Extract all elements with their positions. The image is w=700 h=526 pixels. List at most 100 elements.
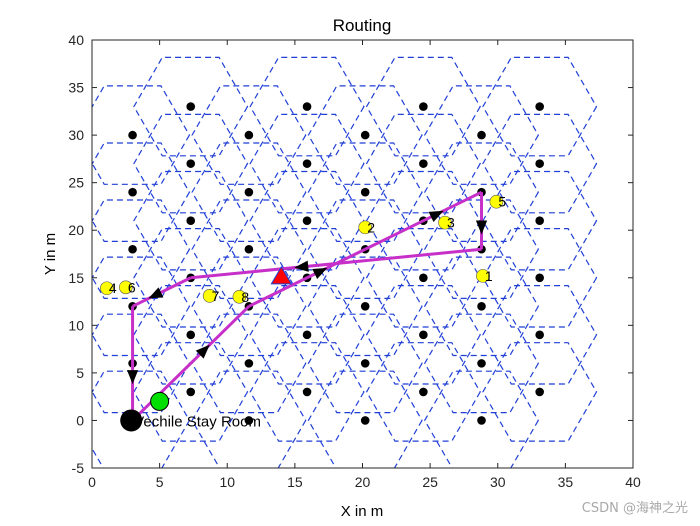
cell-center-9	[186, 216, 196, 226]
hexagon-cell-27	[307, 199, 423, 299]
hexagon-cell-39	[424, 199, 539, 299]
hexagon-cell-47	[482, 56, 598, 157]
node-label-5: 5	[498, 194, 506, 210]
y-tick-label-4: 15	[68, 270, 84, 286]
cell-center-32	[419, 273, 428, 283]
route-arrow-3	[475, 220, 488, 235]
hexagon-cell-29	[307, 85, 423, 185]
hexagon-cell-46	[482, 113, 598, 214]
hexagon-cell-4	[92, 142, 191, 242]
plot-area	[92, 40, 633, 468]
hexagon-cell-41	[424, 85, 539, 185]
watermark: CSDN @海神之光	[581, 501, 688, 516]
node-2	[358, 220, 373, 235]
x-tick-label-1: 5	[156, 474, 164, 490]
route-path	[126, 190, 488, 422]
hexagon-cell-19	[249, 285, 365, 385]
hexagon-cell-23	[249, 56, 365, 157]
hexagon-cell-28	[307, 142, 423, 242]
hexagon-cell-32	[365, 228, 481, 328]
node-label-4: 4	[109, 280, 117, 296]
hexagon-cell-18	[249, 342, 365, 442]
route-arrow-2	[428, 210, 444, 222]
y-tick-label-3: 10	[68, 317, 84, 333]
cell-center-18	[302, 387, 312, 397]
hexagon-cell-20	[249, 228, 365, 328]
x-tick-label-2: 10	[219, 474, 235, 490]
route-segment-1	[248, 247, 366, 308]
cell-center-26	[360, 302, 370, 311]
x-tick-label-5: 25	[422, 474, 438, 490]
y-tick-label-0: -5	[72, 460, 85, 476]
node-6	[119, 280, 133, 295]
hexagon-cell-31	[365, 285, 481, 385]
cell-center-31	[419, 330, 428, 340]
y-tick-label-5: 20	[68, 222, 84, 238]
node-label-7: 7	[212, 288, 220, 304]
y-tick-label-7: 30	[68, 127, 84, 143]
cell-center-17	[244, 130, 254, 140]
node-label-6: 6	[128, 279, 136, 295]
cell-center-4	[128, 187, 137, 197]
hexagon-cell-22	[249, 113, 365, 214]
hexagon-cell-10	[133, 113, 249, 214]
cell-center-41	[477, 130, 486, 140]
cell-center-7	[186, 330, 196, 340]
cell-center-23	[302, 102, 312, 111]
cell-center-36	[477, 416, 486, 425]
hexagon-cell-43	[482, 285, 598, 385]
stay-room-label: Vechile Stay Room	[134, 413, 261, 430]
route-arrow-5	[148, 287, 164, 299]
red-triangle-marker	[270, 265, 293, 285]
route-segment-4	[190, 247, 482, 280]
cell-center-38	[477, 302, 486, 311]
cell-center-3	[128, 244, 137, 254]
hexagon-cell-24	[307, 370, 423, 468]
node-label-8: 8	[241, 289, 249, 305]
x-tick-label-7: 35	[558, 474, 574, 490]
cell-center-24	[360, 416, 370, 425]
cell-center-21	[302, 216, 312, 226]
y-tick-label-9: 40	[68, 32, 84, 48]
node-3	[438, 215, 452, 230]
cell-center-29	[360, 130, 370, 140]
node-label-3: 3	[447, 215, 455, 231]
route-segment-2	[364, 190, 483, 251]
hexagon-cell-17	[191, 85, 307, 185]
cell-center-5	[128, 130, 137, 140]
hexagon-cell-3	[92, 199, 191, 299]
stay-room-marker	[120, 409, 143, 432]
x-tick-label-4: 20	[355, 474, 371, 490]
hexagon-cell-0	[92, 370, 191, 468]
hexagon-cell-34	[365, 113, 481, 214]
cell-center-43	[535, 330, 544, 340]
hexagon-cell-16	[191, 142, 307, 242]
hexagon-cell-21	[249, 170, 365, 271]
hexagon-cell-5	[92, 85, 191, 185]
x-axis-label: X in m	[341, 503, 384, 520]
special-markers: Vechile Stay Room	[120, 265, 293, 432]
node-4	[100, 281, 114, 296]
hexagon-cell-40	[424, 142, 539, 242]
hexagon-cells	[92, 56, 598, 468]
cell-center-28	[360, 187, 370, 197]
node-8	[232, 289, 247, 304]
cell-center-12	[244, 416, 254, 425]
hexagon-cell-30	[365, 342, 481, 442]
cell-center-13	[244, 359, 254, 368]
cell-center-16	[244, 187, 254, 197]
x-tick-label-0: 0	[88, 474, 96, 490]
hexagon-cell-8	[133, 228, 249, 328]
cell-center-6	[186, 387, 196, 397]
hexagon-cell-37	[424, 313, 539, 414]
node-label-1: 1	[485, 268, 493, 284]
x-tick-label-6: 30	[490, 474, 506, 490]
y-tick-label-6: 25	[68, 175, 84, 191]
y-tick-label-8: 35	[68, 80, 84, 96]
cell-center-45	[535, 216, 544, 226]
route-arrow-4	[294, 260, 309, 272]
sensor-nodes: 1 2 3 4 5 6 7 8	[100, 194, 506, 305]
node-7	[202, 289, 217, 303]
hexagon-cell-36	[424, 370, 539, 468]
